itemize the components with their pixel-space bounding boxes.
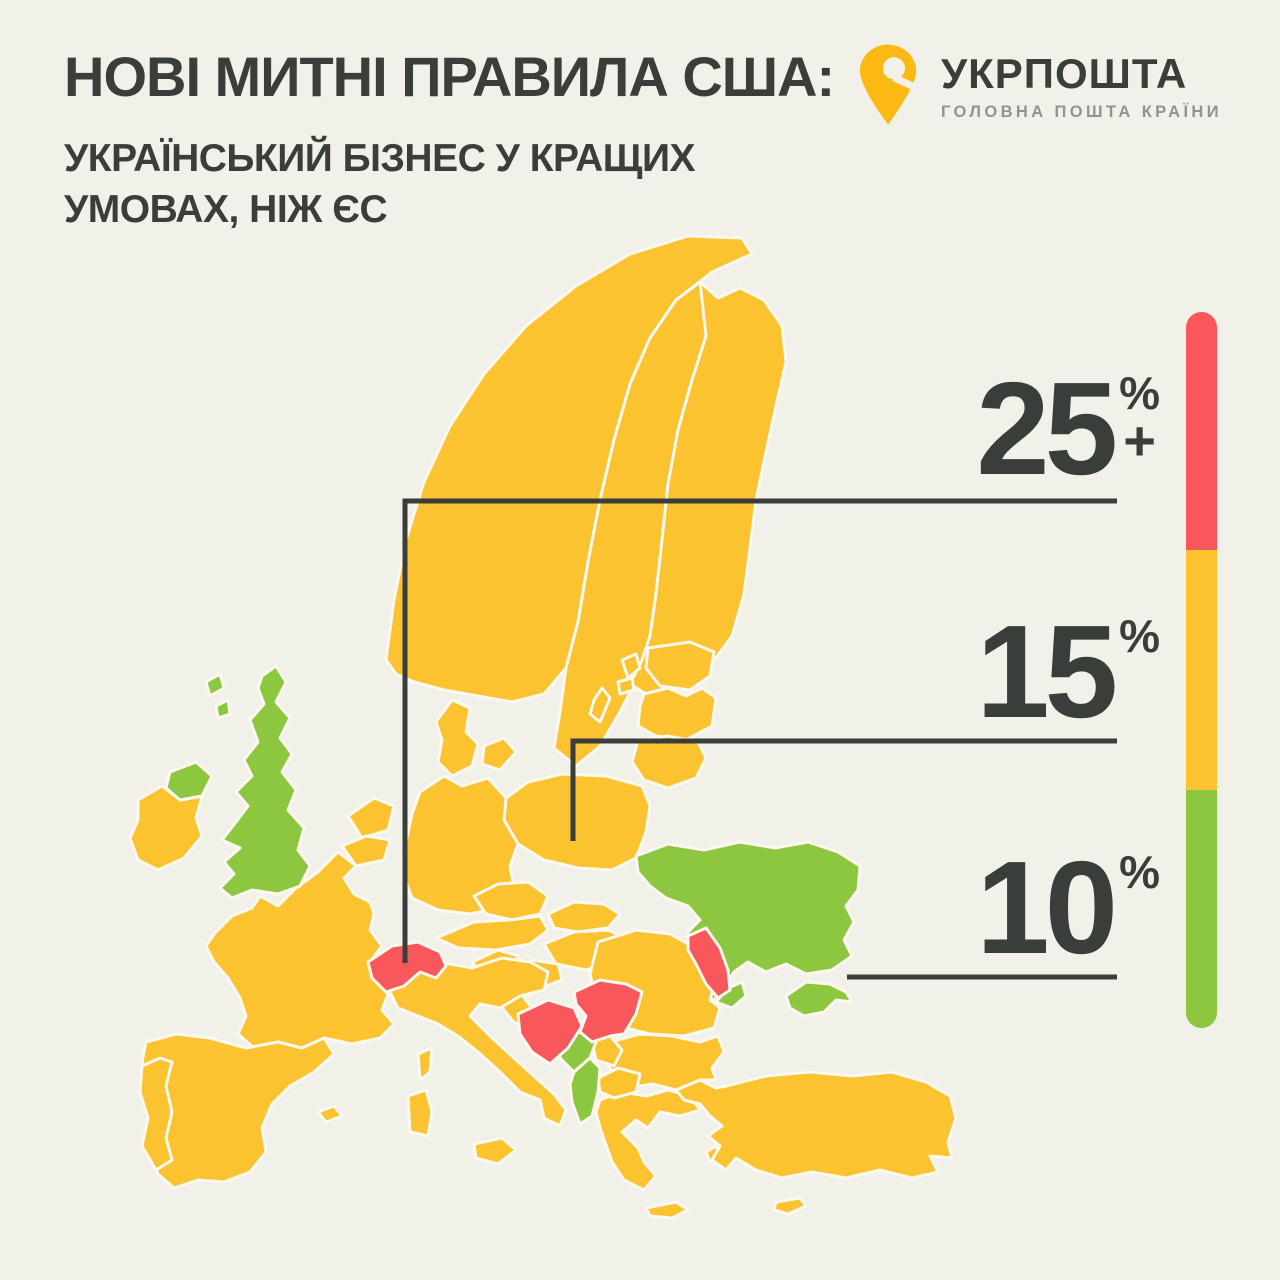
country-greece — [594, 1088, 702, 1192]
island-sardinia — [406, 1088, 434, 1138]
location-pin-icon — [859, 44, 921, 125]
country-moldova — [686, 926, 732, 1000]
country-austria — [434, 914, 550, 952]
country-turkey — [674, 1070, 958, 1180]
logo-brand: УКРПОШТА — [941, 50, 1188, 97]
country-denmark — [434, 698, 480, 778]
country-lithuania — [630, 734, 708, 790]
label-25-suffix: % — [1119, 367, 1160, 419]
label-10-digits: 10 — [976, 834, 1118, 981]
label-10-percent: 10 % — [976, 834, 1160, 981]
country-united-kingdom — [218, 664, 312, 900]
label-15-digits: 15 — [976, 598, 1118, 745]
country-uk-scottish-isles — [204, 672, 232, 720]
scale-segment-10 — [1186, 790, 1217, 1028]
country-denmark-islands — [480, 736, 518, 772]
label-25-percent: 25 % + — [976, 355, 1160, 502]
country-latvia — [636, 686, 718, 742]
tariff-scale-bar — [1186, 312, 1217, 1028]
country-switzerland — [366, 940, 448, 994]
island-corsica — [416, 1046, 434, 1082]
country-portugal — [138, 1056, 174, 1172]
label-15-percent: 15 % — [976, 598, 1160, 745]
connector-line-15 — [570, 738, 1117, 841]
island-sicily — [472, 1136, 518, 1166]
island-crete — [644, 1200, 690, 1220]
country-estonia — [644, 640, 716, 692]
country-albania — [568, 1056, 602, 1126]
connector-line-25 — [402, 498, 1117, 963]
header: НОВІ МИТНІ ПРАВИЛА США: УКРАЇНСЬКИЙ БІЗН… — [64, 45, 884, 236]
page-title: НОВІ МИТНІ ПРАВИЛА США: — [64, 45, 835, 108]
page-subtitle: УКРАЇНСЬКИЙ БІЗНЕС У КРАЩИХ УМОВАХ, НІЖ … — [64, 136, 696, 232]
country-poland — [502, 772, 652, 872]
country-serbia — [572, 978, 644, 1044]
label-25-digits: 25 — [976, 355, 1118, 502]
label-25-plus: + — [1123, 409, 1156, 473]
country-ukraine — [634, 840, 862, 1002]
country-czechia — [472, 880, 550, 922]
country-bosnia — [516, 998, 584, 1066]
country-netherlands — [346, 796, 396, 840]
scale-segment-25 — [1186, 312, 1217, 550]
island-cyprus — [772, 1196, 808, 1216]
label-10-suffix: % — [1119, 846, 1160, 898]
country-northern-ireland — [164, 760, 214, 802]
country-estonia-islands — [616, 652, 642, 696]
country-north-macedonia — [596, 1066, 642, 1100]
label-15-suffix: % — [1119, 610, 1160, 662]
island-balearic — [316, 1104, 344, 1124]
region-crimea — [784, 980, 854, 1018]
scale-segment-15 — [1186, 550, 1217, 790]
logo-tagline: ГОЛОВНА ПОШТА КРАЇНИ — [941, 103, 1222, 122]
ukrposhta-logo: УКРПОШТА ГОЛОВНА ПОШТА КРАЇНИ — [851, 44, 1222, 128]
country-slovakia — [546, 900, 622, 934]
island-gotland — [588, 686, 612, 724]
country-italy — [386, 956, 568, 1128]
